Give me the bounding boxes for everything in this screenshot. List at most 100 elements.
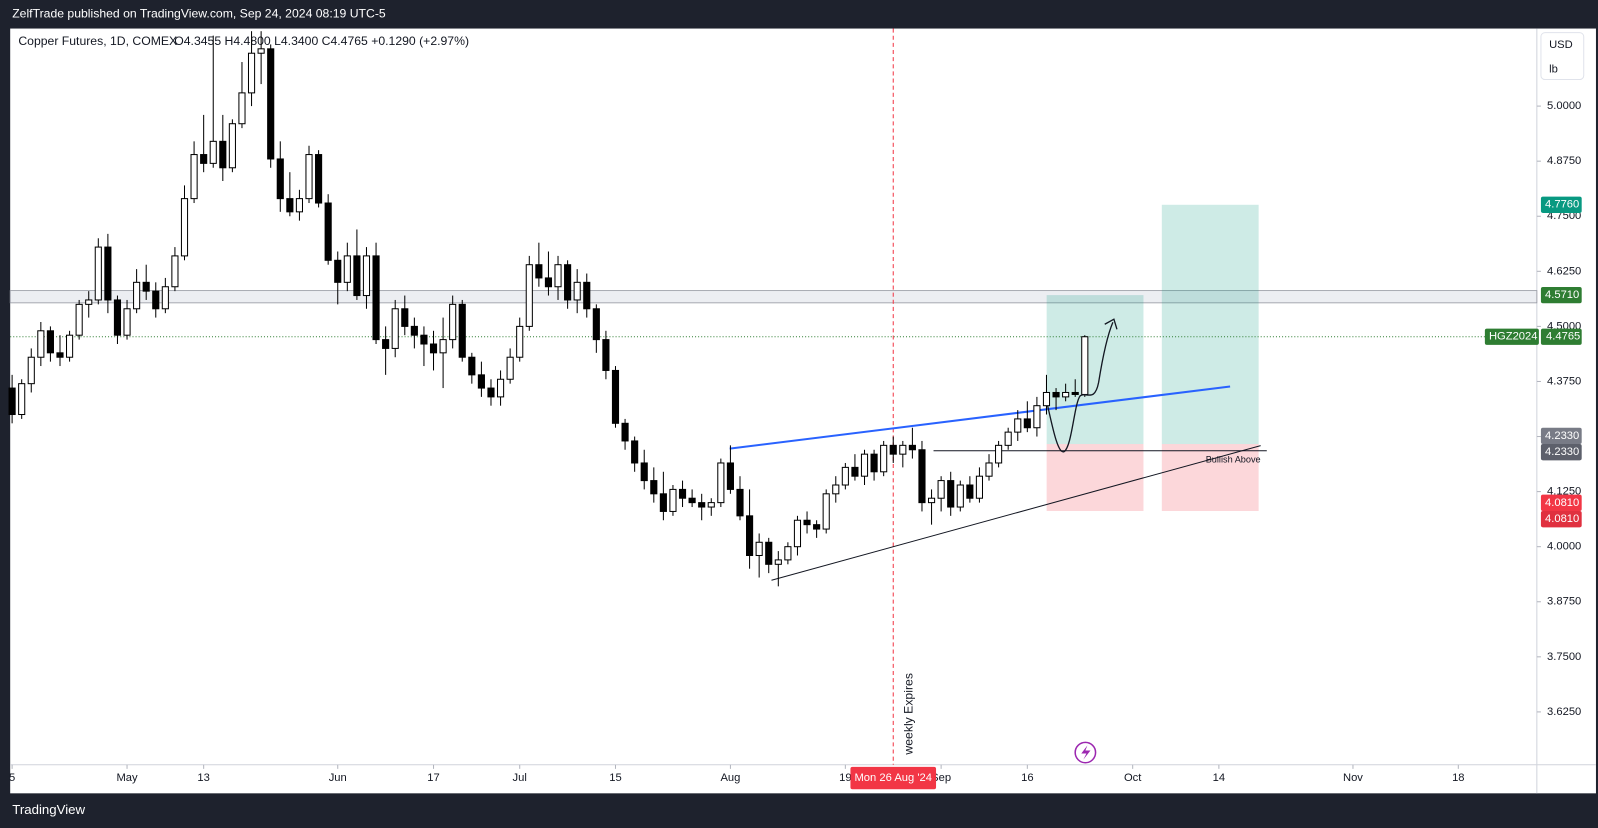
candle-body [908,444,916,451]
x-tick-label: 18 [1452,772,1464,784]
footer: TradingView [12,802,85,817]
currency[interactable]: USD [1549,39,1573,51]
x-tick-label: 19 [839,772,851,784]
candle-body [516,325,524,358]
candle-body [803,519,811,526]
header: ZelfTrade published on TradingView.com, … [12,7,386,21]
price-label: 4.4765 [1546,331,1580,343]
price-label-box [1540,196,1582,213]
candle-body [880,444,888,473]
candle-body [870,453,878,473]
candle-body [669,488,677,512]
candle-body [315,154,323,204]
x-tick-label: Jun [329,772,347,784]
candle-body [707,502,715,508]
candle-body [238,92,246,125]
candle-body [487,387,495,398]
price-label: 4.5710 [1545,289,1579,301]
candle-body [851,466,859,477]
candle-body [698,502,706,508]
symbol-label: HGZ2024 [1489,331,1538,343]
y-tick-label: 4.1250 [1547,486,1581,498]
candle-body [746,515,754,557]
candle-body [420,334,428,345]
candle-body [123,308,131,336]
candle-body [927,497,936,504]
candle-body [1042,391,1051,407]
candle-body [496,378,505,398]
x-tick-label: Aug [720,772,740,784]
candle-body [75,303,83,336]
candle-body [37,330,45,358]
candle-body [8,387,16,416]
x-tick-label: 14 [1213,772,1225,784]
price-label: 4.2330 [1545,430,1579,442]
candle-body [717,462,725,504]
arrow-head [1104,318,1118,330]
candle-body [286,198,294,213]
y-tick-label: 4.6250 [1547,265,1581,277]
candle-body [860,453,869,477]
candle-body [343,255,351,283]
candle-body [219,140,227,169]
candle-body [401,308,409,327]
chart-title: Copper Futures, 1D, COMEX [18,34,177,48]
symbol-label-box [1484,328,1539,345]
candle-body [947,480,955,508]
candle-body [899,444,907,455]
price-label-box [1540,427,1582,445]
event-icon[interactable] [1074,741,1097,764]
plot [8,28,1541,769]
crosshair-label: Mon 26 Aug '24 [854,772,931,784]
candle-body [171,255,179,288]
candle-body [305,154,313,200]
candle-body [468,356,476,376]
candle-body [1014,418,1022,433]
candle-body [133,281,141,310]
candle-body [650,480,658,495]
x-tick-label: 15 [609,772,621,784]
candle-body [956,484,964,508]
candle-body [267,48,275,160]
candle-body [1071,391,1079,395]
candle-body [142,281,150,292]
candle-body [688,497,696,504]
annotation-text: weekly Expires [901,673,915,756]
x-tick-label: 13 [197,772,209,784]
candle-body [200,154,208,164]
x-tick-label: 17 [427,772,439,784]
candle-body [535,264,543,279]
y-tick-label: 4.3750 [1547,375,1581,387]
price-label-box [1540,328,1582,345]
price-label-box [1540,510,1582,528]
unit-box[interactable] [1540,32,1585,81]
candle-body [439,339,447,354]
x-tick-label: 5 [9,772,15,784]
candle-body [295,198,304,213]
candle-body [449,303,457,341]
x-tick-label: Nov [1343,772,1363,784]
candle-body [113,299,122,336]
candle-body [765,541,773,565]
candle-body [1033,405,1041,429]
candle-body [27,356,35,385]
price-label: 4.7760 [1545,199,1579,211]
candle-body [832,484,840,495]
candle-body [736,488,744,517]
price-label-box [1540,494,1582,511]
candle-body [429,343,438,354]
unit[interactable]: lb [1549,63,1558,75]
candle-body [66,334,74,358]
candle-body [382,339,390,349]
x-tick-label: Oct [1124,772,1142,784]
candle-body [18,383,26,416]
candle-body [353,255,361,297]
x-tick-label: 16 [1021,772,1033,784]
candle-body [257,48,265,54]
trendline-blue [729,385,1231,450]
candle-body [209,140,217,164]
y-tick-label: 4.8750 [1547,155,1581,167]
candle-body [334,259,342,283]
x-tick-label: May [116,772,138,784]
